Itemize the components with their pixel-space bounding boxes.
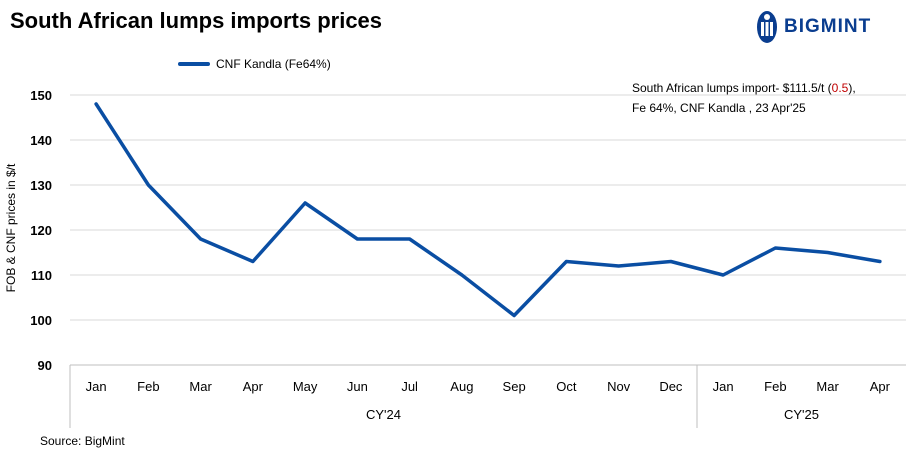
- price-annotation: South African lumps import- $111.5/t (0.…: [632, 78, 856, 118]
- chart-title: South African lumps imports prices: [10, 8, 383, 33]
- x-tick-label: Jul: [401, 379, 418, 394]
- line-chart: 90 100 110 120 130 140 150 FOB & CNF prices in…: [4, 88, 906, 428]
- y-tick-label: 140: [30, 133, 52, 148]
- annotation-line-1: South African lumps import- $111.5/t (0.…: [632, 78, 856, 98]
- brand-name: BIGMINT: [784, 16, 872, 37]
- data-point: [199, 237, 203, 241]
- x-tick-label: Jun: [347, 379, 368, 394]
- series-line: [94, 102, 882, 318]
- x-tick-label: Nov: [607, 379, 631, 394]
- x-tick-label: Mar: [189, 379, 212, 394]
- x-tick-label: Feb: [137, 379, 159, 394]
- data-point: [94, 102, 98, 106]
- data-point: [303, 201, 307, 205]
- x-tick-label: Jan: [713, 379, 734, 394]
- x-tick-label: May: [293, 379, 318, 394]
- data-point: [721, 273, 725, 277]
- y-tick-label: 100: [30, 313, 52, 328]
- brand-logo: BIGMINT: [756, 10, 871, 44]
- x-axis: Jan Feb Mar Apr May Jun Jul Aug Sep Oct Nov Dec Jan F…: [69, 364, 906, 428]
- data-point: [355, 237, 359, 241]
- y-tick-label: 130: [30, 178, 52, 193]
- y-tick-label: 110: [31, 268, 52, 283]
- legend-label: CNF Kandla (Fe64%): [216, 57, 331, 71]
- x-tick-label: Apr: [870, 379, 891, 394]
- source-note: Source: BigMint: [40, 434, 125, 448]
- data-point: [826, 251, 830, 254]
- y-tick-labels: 90 100 110 120 130 140 150: [30, 88, 52, 373]
- y-axis-label: FOB & CNF prices in $/t: [4, 163, 18, 292]
- data-point: [512, 314, 516, 317]
- data-point: [564, 260, 568, 263]
- x-tick-label: Jan: [86, 379, 107, 394]
- x-tick-label: Feb: [764, 379, 786, 394]
- data-point: [251, 260, 255, 263]
- legend-swatch: [178, 62, 210, 66]
- annotation-prefix: South African lumps import- $111.5/t (: [632, 81, 832, 95]
- legend: CNF Kandla (Fe64%): [178, 57, 331, 71]
- data-point: [773, 246, 777, 250]
- x-tick-label: Apr: [243, 379, 264, 394]
- y-tick-label: 150: [30, 88, 52, 103]
- data-point: [878, 260, 882, 263]
- x-tick-label: Oct: [556, 379, 577, 394]
- x-tick-label: Dec: [659, 379, 683, 394]
- data-point: [460, 273, 464, 277]
- x-group-label: CY'25: [784, 407, 819, 422]
- x-group-label: CY'24: [366, 407, 401, 422]
- data-point: [408, 237, 412, 241]
- series-group: [94, 102, 882, 318]
- annotation-change: 0.5: [831, 81, 849, 95]
- annotation-line-2: Fe 64%, CNF Kandla , 23 Apr'25: [632, 101, 806, 115]
- annotation-suffix: ),: [848, 81, 856, 95]
- bigmint-logo-icon: [757, 11, 777, 43]
- x-tick-label: Mar: [816, 379, 839, 394]
- data-point: [669, 260, 673, 263]
- x-tick-label: Sep: [503, 379, 526, 394]
- y-tick-label: 120: [30, 223, 52, 238]
- gridlines: [70, 94, 906, 321]
- data-point: [146, 183, 150, 187]
- data-point: [617, 264, 621, 268]
- x-tick-label: Aug: [450, 379, 473, 394]
- y-tick-label: 90: [38, 358, 52, 373]
